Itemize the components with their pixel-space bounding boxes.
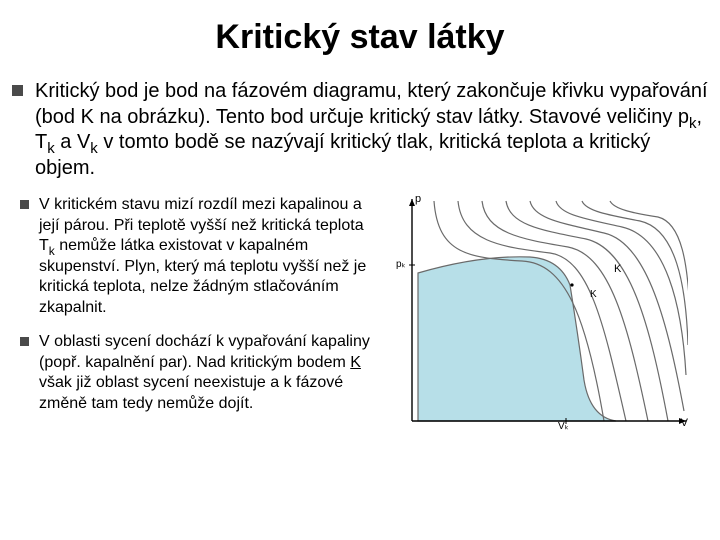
label-k2: K	[590, 289, 597, 300]
phase-diagram-chart: p pₖ Vₖ V K K	[390, 195, 688, 445]
text: nemůže látka existovat v kapalném skupen…	[39, 237, 366, 315]
subscript: k	[689, 115, 697, 132]
text: však již oblast sycení neexistuje a k fá…	[39, 374, 343, 411]
main-paragraph: Kritický bod je bod na fázovém diagramu,…	[35, 79, 708, 181]
main-paragraph-block: Kritický bod je bod na fázovém diagramu,…	[12, 79, 708, 181]
sub-paragraph-2-block: V oblasti sycení dochází k vypařování ka…	[20, 332, 382, 414]
text: V oblasti sycení dochází k vypařování ka…	[39, 333, 370, 370]
axis-label-v: V	[681, 417, 688, 429]
sub-paragraph-2: V oblasti sycení dochází k vypařování ka…	[39, 332, 382, 414]
text: a V	[55, 131, 91, 153]
subscript: k	[49, 244, 55, 258]
sub-paragraph-1-block: V kritickém stavu mizí rozdíl mezi kapal…	[20, 195, 382, 318]
subscript: k	[47, 140, 55, 157]
chart-svg	[390, 195, 688, 445]
axis-label-vk: Vₖ	[558, 421, 569, 432]
sub-paragraph-1: V kritickém stavu mizí rozdíl mezi kapal…	[39, 195, 382, 318]
bullet-icon	[20, 337, 29, 346]
text: Kritický bod je bod na fázovém diagramu,…	[35, 80, 708, 128]
axis-label-pk: pₖ	[396, 259, 406, 270]
label-k: K	[614, 263, 621, 275]
subscript: k	[90, 140, 98, 157]
bullet-icon	[12, 85, 23, 96]
page-title: Kritický stav látky	[12, 18, 708, 57]
axis-label-p: p	[415, 193, 421, 205]
underlined-text: K	[350, 354, 361, 371]
text: v tomto bodě se nazývají kritický tlak, …	[35, 131, 650, 179]
bullet-icon	[20, 200, 29, 209]
